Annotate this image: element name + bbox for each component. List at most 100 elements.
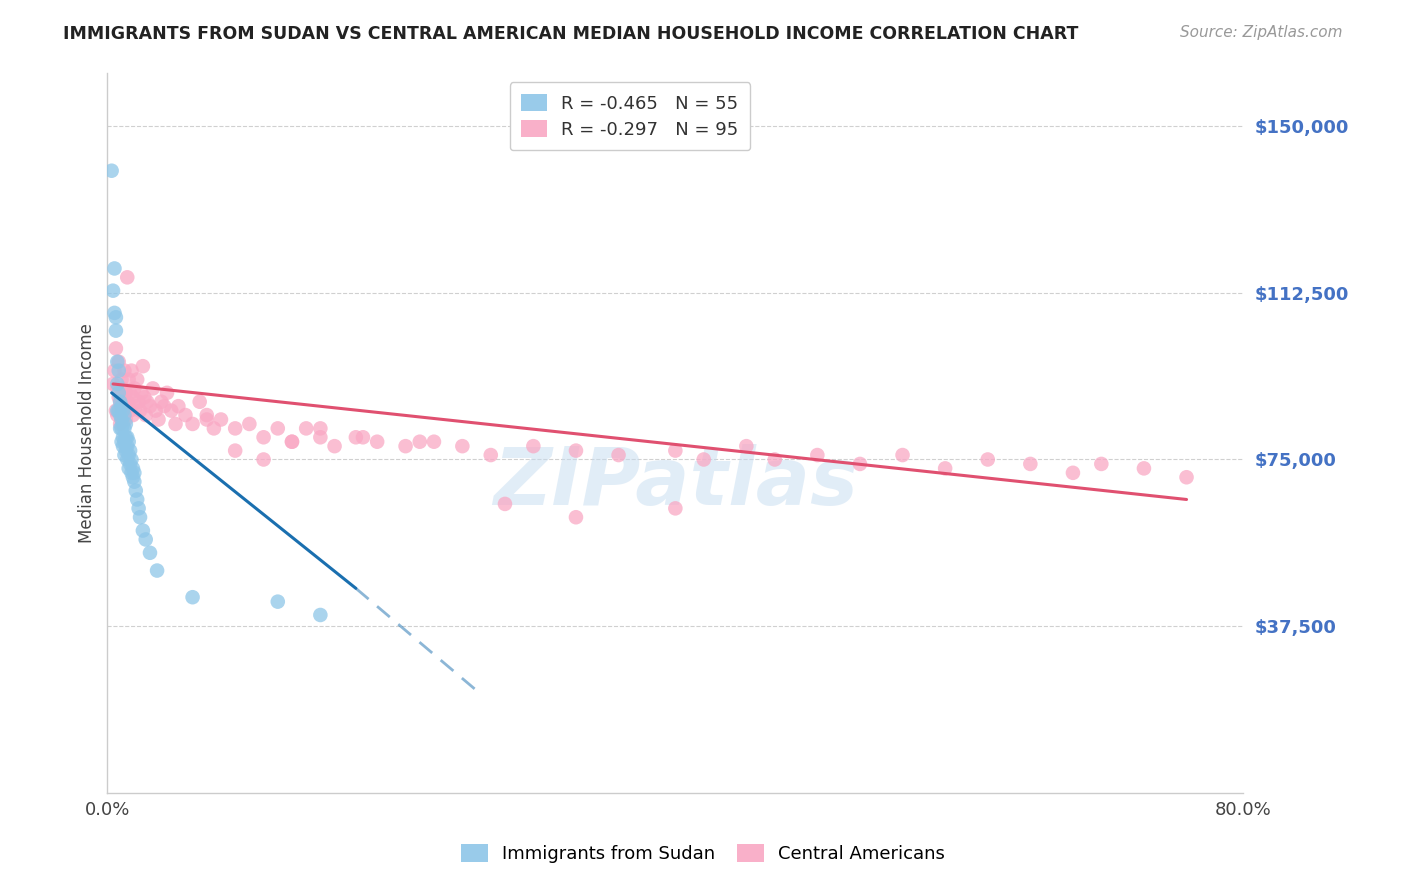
Point [117,452,139,467]
Point [104,310,127,325]
Point [1175,470,1198,484]
Point [763,452,786,467]
Point [160,403,183,417]
Point [107,390,129,404]
Point [111,430,134,444]
Point [118,434,141,449]
Point [139,546,162,560]
Point [150,394,173,409]
Point [105,403,128,417]
Point [108,421,131,435]
Point [295,421,318,435]
Point [110,412,132,426]
Point [664,443,686,458]
Point [118,461,141,475]
Point [118,448,141,462]
Point [118,372,141,386]
Text: ZIPatlas: ZIPatlas [494,444,858,522]
Point [174,408,197,422]
Point [394,439,416,453]
Point [111,381,134,395]
Point [494,497,516,511]
Point [565,443,588,458]
Point [121,452,143,467]
Point [891,448,914,462]
Point [107,403,129,417]
Text: IMMIGRANTS FROM SUDAN VS CENTRAL AMERICAN MEDIAN HOUSEHOLD INCOME CORRELATION CH: IMMIGRANTS FROM SUDAN VS CENTRAL AMERICA… [63,25,1078,43]
Point [1019,457,1042,471]
Point [122,461,145,475]
Point [693,452,716,467]
Legend: Immigrants from Sudan, Central Americans: Immigrants from Sudan, Central Americans [451,836,955,872]
Point [267,421,290,435]
Point [124,381,146,395]
Point [281,434,304,449]
Point [165,417,187,431]
Point [309,607,332,622]
Point [115,430,138,444]
Point [125,483,148,498]
Point [122,470,145,484]
Point [107,355,129,369]
Point [110,434,132,449]
Point [806,448,828,462]
Point [108,394,131,409]
Point [849,457,872,471]
Point [522,439,544,453]
Point [101,376,124,391]
Point [135,533,157,547]
Point [110,412,132,426]
Point [117,270,139,285]
Point [105,408,128,422]
Point [103,364,125,378]
Point [115,417,138,431]
Point [112,434,135,449]
Point [451,439,474,453]
Point [107,385,129,400]
Point [101,284,124,298]
Point [195,408,218,422]
Point [366,434,388,449]
Point [120,443,142,458]
Point [344,430,367,444]
Point [112,448,135,462]
Point [153,399,176,413]
Point [112,408,135,422]
Point [105,355,128,369]
Point [110,372,132,386]
Point [117,430,139,444]
Y-axis label: Median Household Income: Median Household Income [79,323,96,542]
Point [148,412,170,426]
Point [252,430,274,444]
Point [122,408,145,422]
Point [129,510,152,524]
Point [323,439,346,453]
Point [188,394,211,409]
Point [142,381,165,395]
Point [146,564,169,578]
Point [103,261,125,276]
Point [115,443,138,458]
Point [134,390,156,404]
Point [409,434,432,449]
Point [111,439,134,453]
Point [108,408,131,422]
Point [108,417,131,431]
Point [735,439,758,453]
Point [120,403,142,417]
Point [1090,457,1112,471]
Point [117,439,139,453]
Point [111,403,134,417]
Point [125,399,148,413]
Point [195,412,218,426]
Point [105,376,128,391]
Point [238,417,260,431]
Point [103,306,125,320]
Point [352,430,374,444]
Point [118,399,141,413]
Point [977,452,1000,467]
Point [664,501,686,516]
Point [128,501,150,516]
Point [224,443,246,458]
Point [145,403,167,417]
